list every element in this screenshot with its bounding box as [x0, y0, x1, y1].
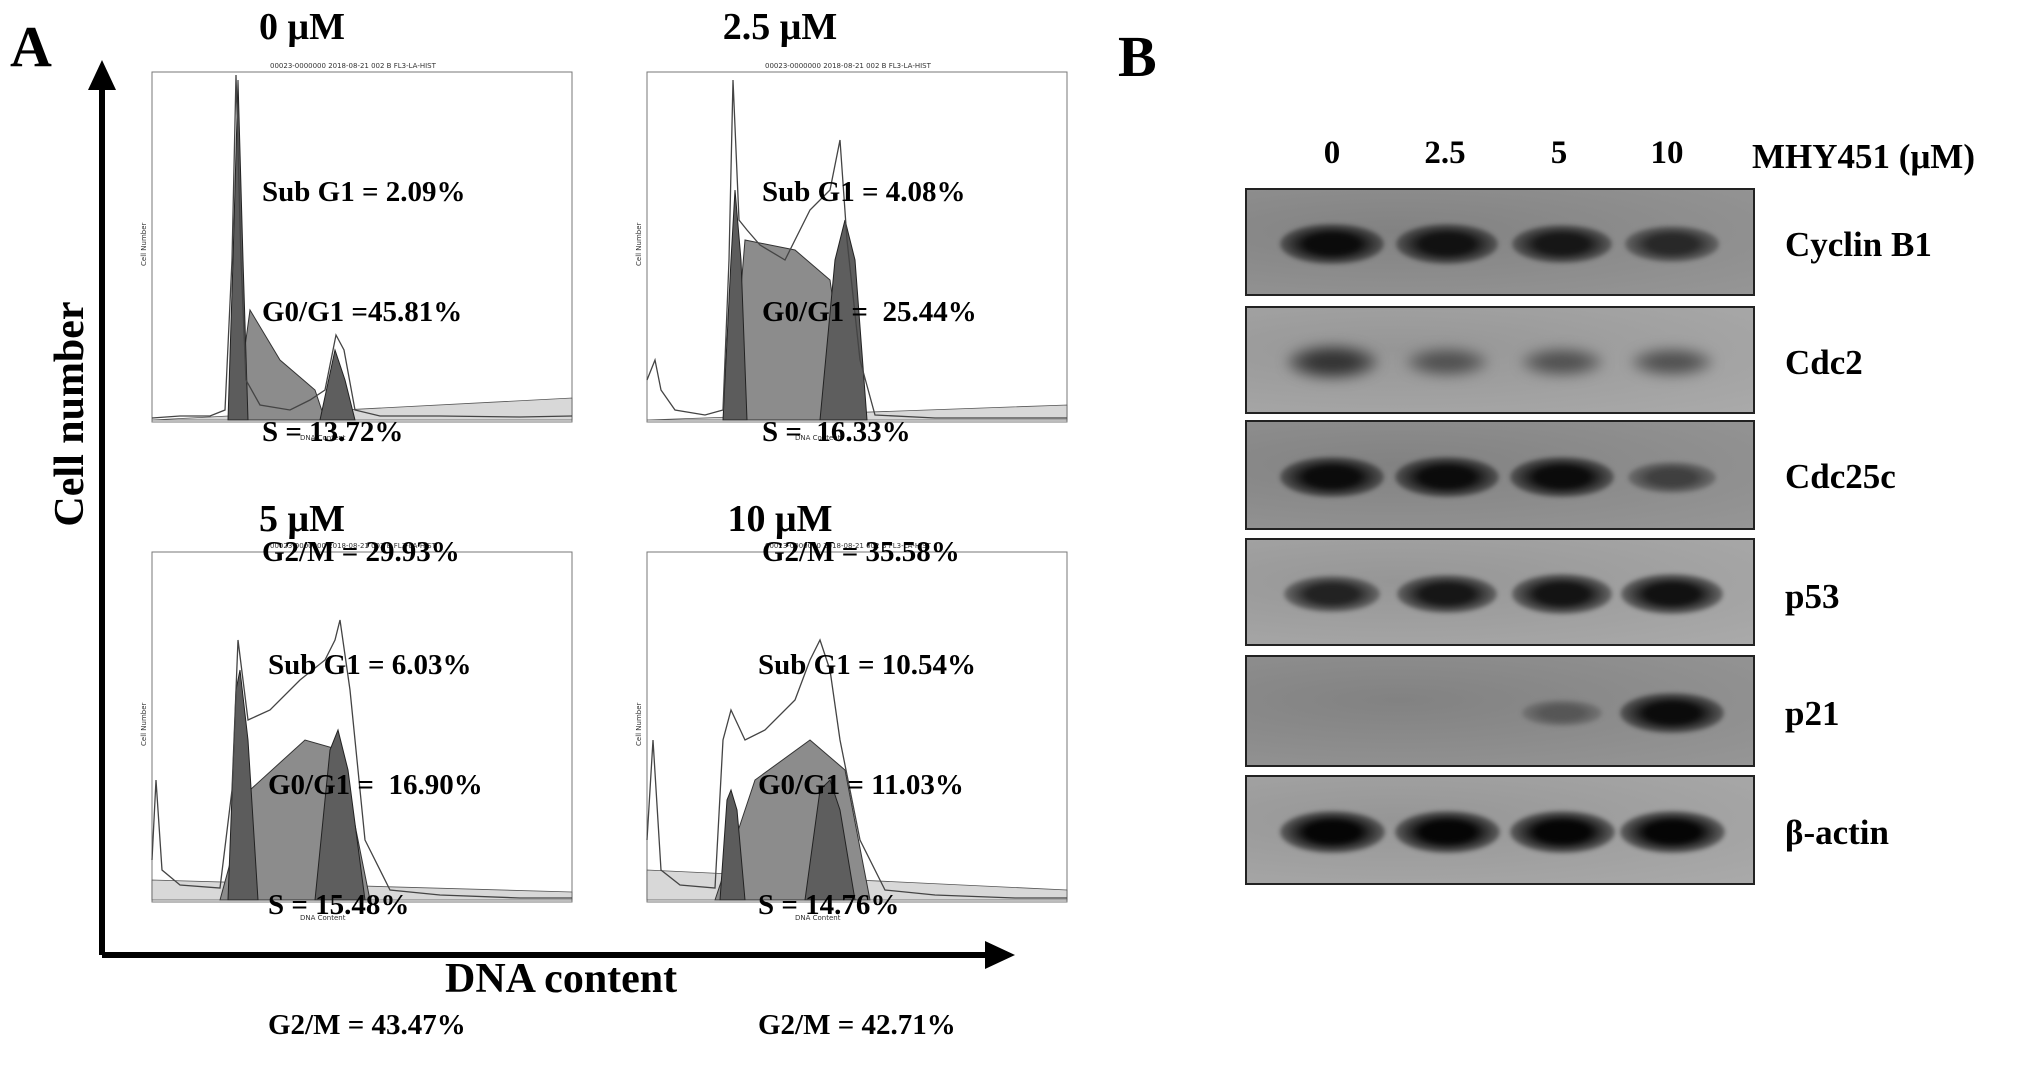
protein-label-cdc2: Cdc2: [1785, 343, 1863, 382]
stat-sub-g1: Sub G1 = 6.03%: [268, 649, 472, 681]
blot-band: [1521, 699, 1603, 727]
stat-g0g1: G0/G1 =45.81%: [262, 296, 463, 328]
protein-label-cdc25c: Cdc25c: [1785, 457, 1896, 496]
blot-strip-0: [1245, 188, 1755, 296]
blot-band: [1619, 811, 1725, 853]
blot-band: [1630, 348, 1714, 376]
x-axis-label: DNA content: [445, 956, 678, 1002]
histogram-2-plot: 00023-0000000 2018-08-21 002 B FL3-LA-HI…: [140, 542, 573, 922]
stat-sub-g1: Sub G1 = 2.09%: [262, 176, 466, 208]
svg-text:Cell Number: Cell Number: [140, 702, 148, 746]
protein-label-p21: p21: [1785, 694, 1840, 733]
blot-band: [1279, 811, 1385, 853]
protein-label-beta-actin: β-actin: [1785, 813, 1889, 852]
panel-b-letter: B: [1118, 24, 1157, 89]
histogram-1-stats: Sub G1 = 4.08% G0/G1 = 25.44% S = 16.33%…: [762, 92, 977, 612]
protein-label-p53: p53: [1785, 577, 1840, 616]
stat-s: S = 15.48%: [268, 889, 410, 921]
blot-band: [1520, 348, 1604, 376]
blot-strip-5: [1245, 775, 1755, 885]
blot-band: [1395, 456, 1499, 498]
svg-text:Cell Number: Cell Number: [140, 222, 148, 266]
blot-strip-4: [1245, 655, 1755, 767]
histogram-1-plot: 00023-0000000 2018-08-21 002 B FL3-LA-HI…: [635, 62, 1068, 442]
stat-g0g1: G0/G1 = 16.90%: [268, 769, 483, 801]
lane-label-0: 0: [1323, 135, 1341, 171]
blot-strip-2: [1245, 420, 1755, 530]
stat-g2m: G2/M = 42.71%: [758, 1009, 956, 1041]
histogram-title-1: 2.5 μM: [722, 6, 838, 48]
stat-g2m: G2/M = 29.93%: [262, 536, 460, 568]
svg-text:DNA Content: DNA Content: [300, 434, 346, 442]
svg-text:00023-0000000 2018-08-21 002 B: 00023-0000000 2018-08-21 002 B FL3-LA-HI…: [270, 542, 437, 550]
lane-label-2: 5: [1550, 135, 1568, 171]
blot-band: [1511, 574, 1613, 614]
svg-text:00023-0000000 2018-08-21 002 B: 00023-0000000 2018-08-21 002 B FL3-LA-HI…: [765, 62, 932, 70]
y-axis-label: Cell number: [47, 301, 93, 527]
blot-band: [1283, 575, 1381, 613]
stat-sub-g1: Sub G1 = 10.54%: [758, 649, 976, 681]
blot-band: [1620, 692, 1724, 734]
blot-band: [1280, 456, 1384, 498]
histogram-3-stats: Sub G1 = 10.54% G0/G1 = 11.03% S = 14.76…: [758, 565, 976, 1085]
histogram-0-plot: 00023-0000000 2018-08-21 002 B FL3-LA-HI…: [140, 62, 573, 442]
stat-g0g1: G0/G1 = 25.44%: [762, 296, 977, 328]
stat-s: S = 16.33%: [762, 416, 911, 448]
svg-text:DNA Content: DNA Content: [795, 434, 841, 442]
blot-band: [1394, 811, 1500, 853]
svg-text:Cell Number: Cell Number: [635, 702, 643, 746]
blot-band: [1280, 223, 1384, 265]
svg-text:Cell Number: Cell Number: [635, 222, 643, 266]
blot-band: [1510, 456, 1614, 498]
svg-text:DNA Content: DNA Content: [300, 914, 346, 922]
blot-band: [1405, 348, 1489, 376]
svg-text:00023-0000000 2018-08-21 002 B: 00023-0000000 2018-08-21 002 B FL3-LA-HI…: [765, 542, 932, 550]
panel-a-axes: [88, 60, 1015, 969]
blot-band: [1396, 224, 1498, 264]
protein-label-cyclin-b1: Cyclin B1: [1785, 225, 1932, 264]
lane-label-1: 2.5: [1424, 135, 1466, 171]
histogram-title-3: 10 μM: [727, 498, 833, 540]
stat-g0g1: G0/G1 = 11.03%: [758, 769, 964, 801]
stat-g2m: G2/M = 35.58%: [762, 536, 960, 568]
histogram-2-stats: Sub G1 = 6.03% G0/G1 = 16.90% S = 15.48%…: [268, 565, 483, 1085]
lane-label-3: 10: [1650, 135, 1684, 171]
blot-band: [1621, 574, 1723, 614]
stat-s: S = 13.72%: [262, 416, 404, 448]
blot-band: [1628, 461, 1716, 493]
blot-strip-1: [1245, 306, 1755, 414]
histogram-3-plot: 00023-0000000 2018-08-21 002 B FL3-LA-HI…: [635, 542, 1068, 922]
blot-band: [1286, 345, 1378, 379]
blot-strip-3: [1245, 538, 1755, 646]
treatment-label: MHY451 (μM): [1752, 137, 1975, 176]
blot-band: [1624, 226, 1720, 262]
panel-a-letter: A: [10, 14, 52, 79]
stat-s: S = 14.76%: [758, 889, 900, 921]
histogram-title-0: 0 μM: [259, 6, 345, 48]
svg-text:DNA Content: DNA Content: [795, 914, 841, 922]
blot-band: [1512, 224, 1612, 264]
blot-band: [1397, 574, 1497, 614]
blot-band: [1509, 811, 1615, 853]
svg-text:00023-0000000 2018-08-21 002 B: 00023-0000000 2018-08-21 002 B FL3-LA-HI…: [270, 62, 437, 70]
histogram-title-2: 5 μM: [259, 498, 345, 540]
stat-sub-g1: Sub G1 = 4.08%: [762, 176, 966, 208]
stat-g2m: G2/M = 43.47%: [268, 1009, 466, 1041]
histogram-0-stats: Sub G1 = 2.09% G0/G1 =45.81% S = 13.72% …: [262, 92, 465, 612]
